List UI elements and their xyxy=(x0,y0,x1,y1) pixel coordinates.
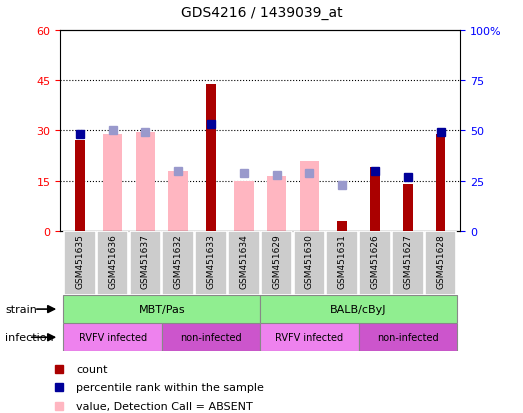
Bar xyxy=(260,323,359,351)
Bar xyxy=(261,231,292,295)
Text: GSM451631: GSM451631 xyxy=(338,233,347,288)
Bar xyxy=(63,323,162,351)
Bar xyxy=(135,133,155,231)
Bar xyxy=(163,231,194,295)
Bar xyxy=(300,161,319,231)
Text: GDS4216 / 1439039_at: GDS4216 / 1439039_at xyxy=(180,6,343,20)
Text: GSM451626: GSM451626 xyxy=(370,233,380,288)
Bar xyxy=(337,221,347,231)
Text: strain: strain xyxy=(5,304,37,314)
Bar xyxy=(64,231,96,295)
Text: non-infected: non-infected xyxy=(377,332,439,342)
Text: GSM451636: GSM451636 xyxy=(108,233,117,288)
Bar xyxy=(370,168,380,231)
Bar xyxy=(63,295,260,323)
Text: GSM451633: GSM451633 xyxy=(207,233,215,288)
Bar xyxy=(425,231,456,295)
Bar xyxy=(97,231,128,295)
Bar xyxy=(260,295,457,323)
Bar xyxy=(359,323,457,351)
Bar xyxy=(267,176,287,231)
Text: GSM451637: GSM451637 xyxy=(141,233,150,288)
Text: GSM451630: GSM451630 xyxy=(305,233,314,288)
Bar xyxy=(293,231,325,295)
Text: non-infected: non-infected xyxy=(180,332,242,342)
Bar xyxy=(228,231,259,295)
Bar xyxy=(195,231,227,295)
Text: MBT/Pas: MBT/Pas xyxy=(139,304,185,314)
Text: GSM451628: GSM451628 xyxy=(436,233,445,288)
Text: percentile rank within the sample: percentile rank within the sample xyxy=(76,382,264,392)
Bar xyxy=(162,323,260,351)
Bar xyxy=(234,181,254,231)
Bar xyxy=(103,135,122,231)
Text: GSM451635: GSM451635 xyxy=(75,233,84,288)
Text: count: count xyxy=(76,364,108,374)
Text: BALB/cByJ: BALB/cByJ xyxy=(331,304,387,314)
Text: GSM451632: GSM451632 xyxy=(174,233,183,288)
Text: RVFV infected: RVFV infected xyxy=(78,332,146,342)
Bar xyxy=(392,231,424,295)
Bar xyxy=(75,141,85,231)
Text: GSM451629: GSM451629 xyxy=(272,233,281,288)
Bar xyxy=(130,231,161,295)
Bar xyxy=(403,185,413,231)
Bar xyxy=(359,231,391,295)
Bar xyxy=(168,171,188,231)
Bar xyxy=(326,231,358,295)
Text: GSM451627: GSM451627 xyxy=(403,233,412,288)
Bar xyxy=(206,84,216,231)
Text: GSM451634: GSM451634 xyxy=(240,233,248,288)
Text: infection: infection xyxy=(5,332,54,342)
Bar xyxy=(436,135,446,231)
Text: RVFV infected: RVFV infected xyxy=(275,332,344,342)
Text: value, Detection Call = ABSENT: value, Detection Call = ABSENT xyxy=(76,401,253,411)
